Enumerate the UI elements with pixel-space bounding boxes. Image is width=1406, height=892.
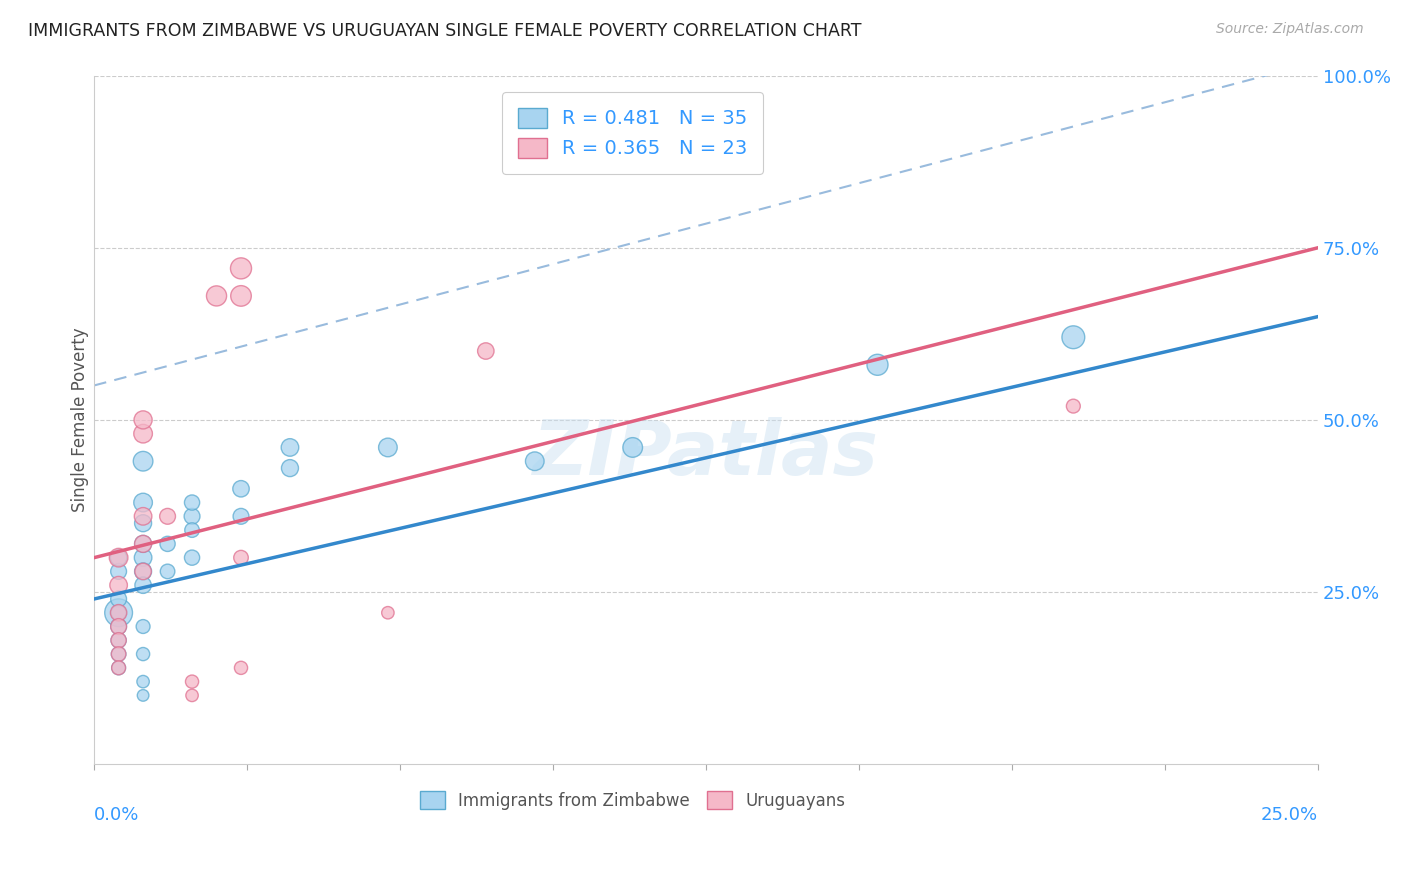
Point — [156, 565, 179, 579]
Point — [107, 550, 129, 565]
Point — [132, 509, 155, 524]
Point — [107, 619, 129, 633]
Point — [132, 550, 155, 565]
Point — [132, 619, 155, 633]
Point — [132, 537, 155, 551]
Point — [181, 674, 204, 689]
Point — [132, 578, 155, 592]
Point — [377, 606, 399, 620]
Point — [107, 633, 129, 648]
Point — [132, 674, 155, 689]
Point — [107, 633, 129, 648]
Point — [278, 461, 301, 475]
Text: ZIPatlas: ZIPatlas — [533, 417, 879, 491]
Point — [181, 689, 204, 703]
Point — [181, 495, 204, 509]
Point — [132, 516, 155, 531]
Point — [107, 578, 129, 592]
Point — [278, 441, 301, 455]
Point — [132, 413, 155, 427]
Point — [156, 509, 179, 524]
Point — [156, 537, 179, 551]
Point — [107, 606, 129, 620]
Point — [132, 689, 155, 703]
Point — [181, 550, 204, 565]
Point — [107, 647, 129, 661]
Legend: Immigrants from Zimbabwe, Uruguayans: Immigrants from Zimbabwe, Uruguayans — [412, 783, 853, 818]
Text: 25.0%: 25.0% — [1261, 805, 1319, 823]
Point — [107, 606, 129, 620]
Point — [107, 591, 129, 606]
Point — [107, 550, 129, 565]
Point — [229, 509, 252, 524]
Point — [229, 289, 252, 303]
Point — [377, 441, 399, 455]
Point — [132, 426, 155, 441]
Point — [229, 661, 252, 675]
Point — [1062, 330, 1084, 344]
Point — [229, 482, 252, 496]
Point — [107, 661, 129, 675]
Point — [229, 550, 252, 565]
Point — [229, 261, 252, 276]
Point — [181, 523, 204, 537]
Point — [181, 509, 204, 524]
Point — [523, 454, 546, 468]
Point — [132, 495, 155, 509]
Point — [205, 289, 228, 303]
Point — [107, 565, 129, 579]
Point — [132, 454, 155, 468]
Point — [107, 606, 129, 620]
Point — [132, 565, 155, 579]
Point — [107, 661, 129, 675]
Point — [132, 647, 155, 661]
Y-axis label: Single Female Poverty: Single Female Poverty — [72, 327, 89, 512]
Point — [132, 565, 155, 579]
Text: IMMIGRANTS FROM ZIMBABWE VS URUGUAYAN SINGLE FEMALE POVERTY CORRELATION CHART: IMMIGRANTS FROM ZIMBABWE VS URUGUAYAN SI… — [28, 22, 862, 40]
Point — [1062, 399, 1084, 413]
Point — [132, 537, 155, 551]
Point — [107, 619, 129, 633]
Text: Source: ZipAtlas.com: Source: ZipAtlas.com — [1216, 22, 1364, 37]
Point — [475, 344, 498, 359]
Text: 0.0%: 0.0% — [94, 805, 139, 823]
Point — [107, 647, 129, 661]
Point — [866, 358, 889, 372]
Point — [621, 441, 644, 455]
